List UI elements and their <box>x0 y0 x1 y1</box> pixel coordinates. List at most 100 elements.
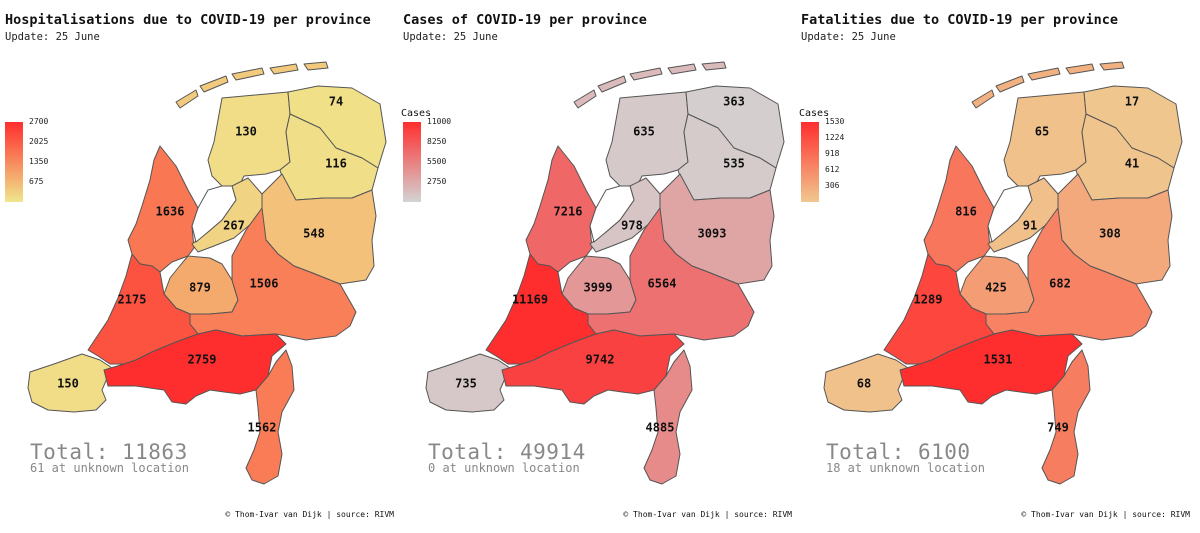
province-map: 635 363 535 7216 978 3093 3999 6564 11169 735 9742… <box>425 61 785 485</box>
province-value-groningen: 74 <box>329 95 343 109</box>
province-map: 65 17 41 816 91 308 425 682 1289 68 1531 749 <box>823 61 1183 485</box>
province-value-utrecht: 3999 <box>584 281 613 295</box>
legend-tick-label: 2700 <box>29 117 49 126</box>
province-value-noord-brabant: 9742 <box>586 353 615 367</box>
province-value-limburg: 1562 <box>248 421 277 435</box>
province-value-friesland: 635 <box>633 125 655 139</box>
legend-gradient-bar <box>801 122 819 202</box>
legend-tick-label: 8250 <box>427 137 447 146</box>
wadden-island <box>175 89 199 109</box>
cases-panel: Cases of COVID-19 per province Update: 2… <box>398 0 796 533</box>
source-credit: © Thom-Ivar van Dijk | source: RIVM <box>225 510 394 519</box>
province-value-drenthe: 116 <box>325 157 347 171</box>
legend-tick-label: 918 <box>825 149 840 158</box>
province-value-drenthe: 41 <box>1125 157 1139 171</box>
panel-title: Fatalities due to COVID-19 per province <box>801 12 1118 28</box>
source-credit: © Thom-Ivar van Dijk | source: RIVM <box>1021 510 1190 519</box>
panel-title: Cases of COVID-19 per province <box>403 12 647 28</box>
province-value-flevoland: 91 <box>1023 219 1037 233</box>
wadden-island <box>597 75 627 93</box>
province-zeeland <box>823 353 909 413</box>
wadden-island <box>629 67 663 81</box>
province-value-zuid-holland: 11169 <box>512 293 548 307</box>
wadden-island <box>269 63 299 75</box>
legend-tick-label: 5500 <box>427 157 447 166</box>
province-value-zeeland: 68 <box>857 377 871 391</box>
province-value-noord-holland: 7216 <box>554 205 583 219</box>
province-value-gelderland: 1506 <box>250 277 279 291</box>
wadden-island <box>303 61 329 71</box>
legend-tick-label: 1350 <box>29 157 49 166</box>
province-value-noord-brabant: 1531 <box>984 353 1013 367</box>
province-value-noord-holland: 816 <box>955 205 977 219</box>
province-value-friesland: 130 <box>235 125 257 139</box>
total-count: Total: 6100 <box>826 440 971 464</box>
province-value-zuid-holland: 1289 <box>914 293 943 307</box>
legend-tick-label: 612 <box>825 165 840 174</box>
province-map: 130 74 116 1636 267 548 879 1506 2175 150 2759 1562 <box>27 61 387 485</box>
province-value-zeeland: 150 <box>57 377 79 391</box>
wadden-island <box>1065 63 1095 75</box>
province-limburg <box>1041 349 1091 485</box>
province-value-zuid-holland: 2175 <box>118 293 147 307</box>
legend-tick-label: 1530 <box>825 117 845 126</box>
legend-tick-label: 2025 <box>29 137 49 146</box>
province-limburg <box>643 349 693 485</box>
province-zeeland <box>425 353 511 413</box>
province-value-flevoland: 267 <box>223 219 245 233</box>
province-value-utrecht: 879 <box>189 281 211 295</box>
province-gelderland <box>587 207 755 341</box>
total-count: Total: 11863 <box>30 440 188 464</box>
ijsselmeer-water <box>987 185 1033 243</box>
hospitalisations-panel: Hospitalisations due to COVID-19 per pro… <box>0 0 398 533</box>
fatalities-panel: Fatalities due to COVID-19 per province … <box>796 0 1194 533</box>
wadden-island <box>199 75 229 93</box>
legend-tick-label: 1224 <box>825 133 845 142</box>
panel-update-date: Update: 25 June <box>403 31 498 43</box>
province-value-friesland: 65 <box>1035 125 1049 139</box>
wadden-island <box>971 89 995 109</box>
legend-tick-label: 675 <box>29 177 44 186</box>
province-value-drenthe: 535 <box>723 157 745 171</box>
province-value-utrecht: 425 <box>985 281 1007 295</box>
province-friesland <box>1003 91 1087 189</box>
legend-tick-label: 2750 <box>427 177 447 186</box>
wadden-island <box>1099 61 1125 71</box>
color-legend: Cases 11000 8250 5500 2750 <box>401 108 461 208</box>
province-limburg <box>245 349 295 485</box>
wadden-island <box>1027 67 1061 81</box>
province-gelderland <box>985 207 1153 341</box>
legend-tick-label: 11000 <box>427 117 452 126</box>
unknown-location-count: 18 at unknown location <box>826 461 985 475</box>
province-value-groningen: 363 <box>723 95 745 109</box>
province-value-overijssel: 548 <box>303 227 325 241</box>
province-friesland <box>605 91 689 189</box>
province-value-limburg: 4885 <box>646 421 675 435</box>
wadden-island <box>701 61 727 71</box>
legend-gradient-bar <box>403 122 421 202</box>
wadden-island <box>231 67 265 81</box>
province-value-noord-holland: 1636 <box>156 205 185 219</box>
wadden-island <box>667 63 697 75</box>
panel-update-date: Update: 25 June <box>5 31 100 43</box>
province-friesland <box>207 91 291 189</box>
province-value-flevoland: 978 <box>621 219 643 233</box>
legend-gradient-bar <box>5 122 23 202</box>
unknown-location-count: 0 at unknown location <box>428 461 580 475</box>
wadden-island <box>995 75 1025 93</box>
legend-tick-label: 306 <box>825 181 840 190</box>
province-value-gelderland: 682 <box>1049 277 1071 291</box>
total-count: Total: 49914 <box>428 440 586 464</box>
panel-update-date: Update: 25 June <box>801 31 896 43</box>
legend-title: Cases <box>401 108 432 119</box>
province-value-gelderland: 6564 <box>648 277 677 291</box>
unknown-location-count: 61 at unknown location <box>30 461 189 475</box>
wadden-island <box>573 89 597 109</box>
ijsselmeer-water <box>191 185 237 243</box>
province-value-overijssel: 308 <box>1099 227 1121 241</box>
color-legend: 2700 2025 1350 675 <box>3 108 63 208</box>
panel-title: Hospitalisations due to COVID-19 per pro… <box>5 12 371 28</box>
color-legend: Cases 1530 1224 918 612 306 <box>799 108 859 208</box>
province-value-overijssel: 3093 <box>698 227 727 241</box>
province-gelderland <box>189 207 357 341</box>
